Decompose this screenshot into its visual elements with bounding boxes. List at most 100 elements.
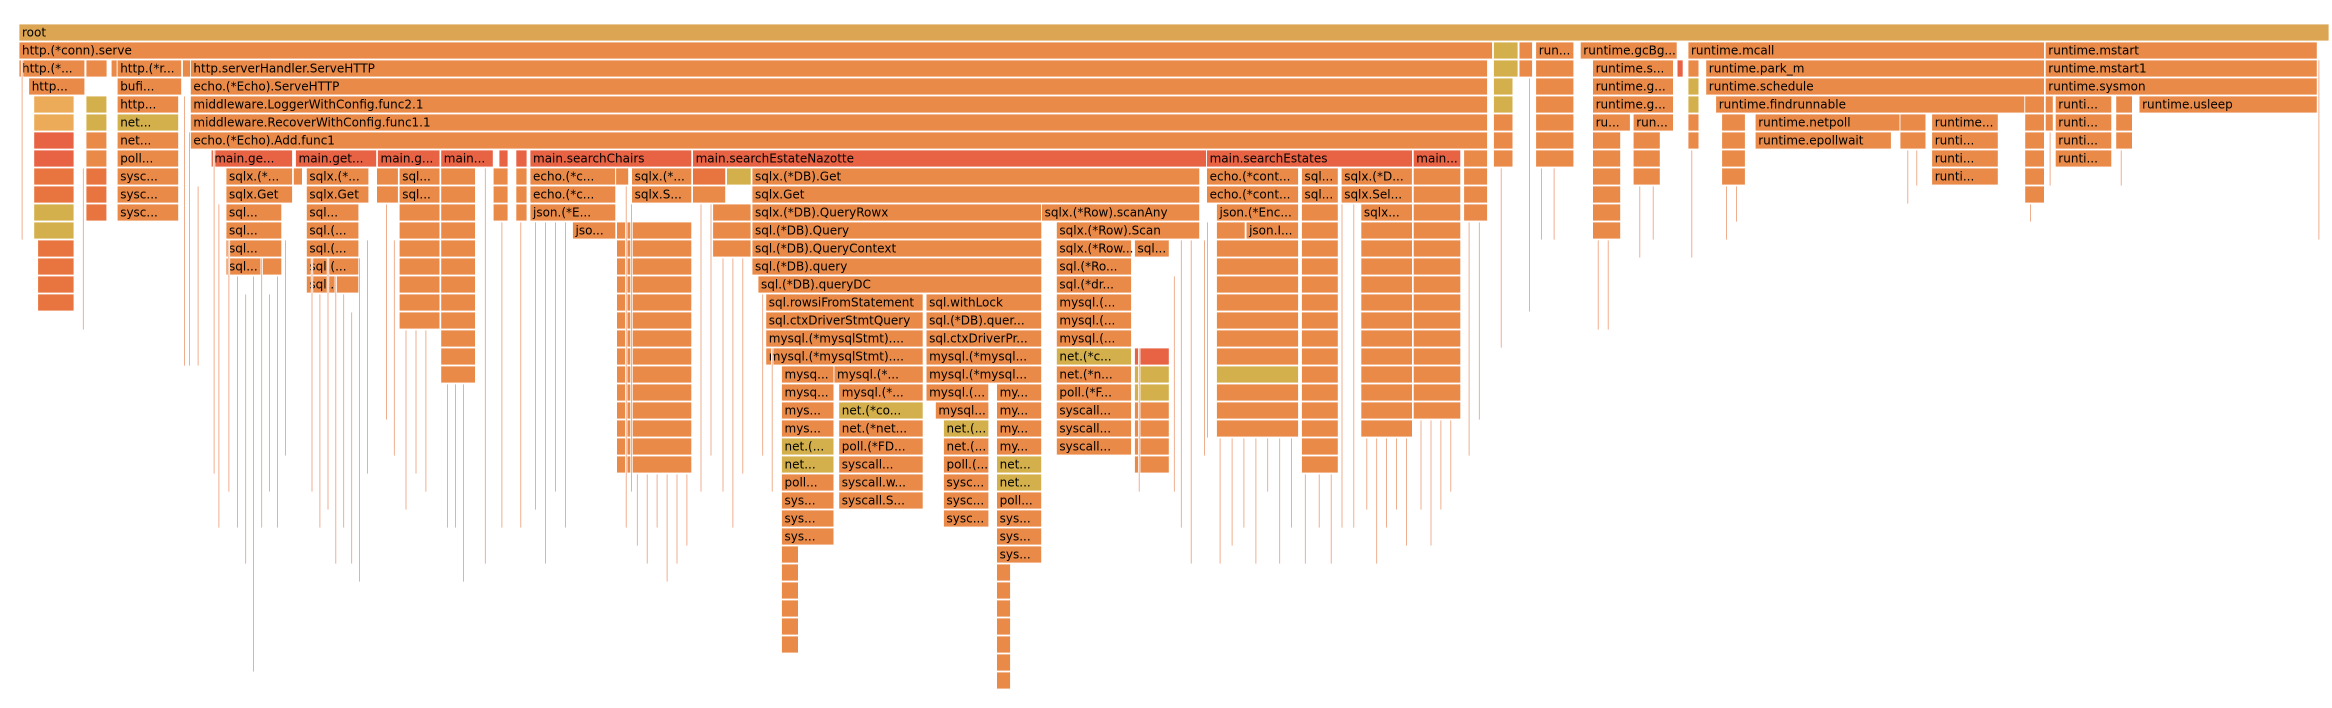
frame-unlabeled[interactable] [440, 167, 476, 186]
frame-rect[interactable] [1412, 257, 1462, 276]
frame-rect[interactable] [1360, 275, 1413, 294]
frame-sqlx-get[interactable]: sqlx.Get [751, 185, 1201, 204]
frame-rect[interactable] [781, 473, 835, 492]
frame-rect[interactable] [2024, 131, 2045, 150]
frame-json-i[interactable]: json.I... [1245, 221, 1299, 240]
frame-rect[interactable] [1412, 311, 1462, 330]
frame-rect[interactable] [943, 437, 990, 456]
frame-rect[interactable] [2115, 113, 2133, 132]
frame-rect[interactable] [440, 329, 476, 348]
frame-rect[interactable] [935, 401, 990, 420]
frame-runti[interactable]: runti... [1931, 149, 1999, 168]
frame-mysql[interactable]: mysql.(... [1056, 311, 1132, 330]
frame-unlabeled[interactable] [1301, 365, 1339, 384]
frame-rect[interactable] [1360, 311, 1413, 330]
frame-rect[interactable] [996, 419, 1042, 438]
frame-rect[interactable] [1715, 95, 2026, 114]
thin-stack[interactable] [385, 203, 388, 421]
frame-rect[interactable] [1676, 59, 1684, 78]
frame-rect[interactable] [1754, 131, 1892, 150]
frame-rect[interactable] [1360, 329, 1413, 348]
frame-rect[interactable] [838, 419, 924, 438]
frame-rect[interactable] [1535, 95, 1575, 114]
frame-rect[interactable] [1301, 347, 1339, 366]
frame-rect[interactable] [85, 95, 108, 114]
frame-unlabeled[interactable] [440, 203, 476, 222]
frame-unlabeled[interactable] [616, 221, 693, 240]
frame-ru[interactable]: ru... [1592, 113, 1631, 132]
frame-syscall[interactable]: syscall... [838, 455, 924, 474]
frame-rect[interactable] [751, 239, 1043, 258]
frame-rect[interactable] [33, 149, 75, 168]
frame-rect[interactable] [1206, 185, 1299, 204]
frame-rect[interactable] [515, 203, 528, 222]
frame-rect[interactable] [996, 383, 1042, 402]
frame-rect[interactable] [515, 185, 528, 204]
frame-rect[interactable] [189, 95, 1488, 114]
thin-stack[interactable] [227, 239, 231, 493]
frame-rect[interactable] [85, 185, 108, 204]
frame-unlabeled[interactable] [1216, 221, 1246, 240]
frame-sql-db-query[interactable]: sql.(*DB).query [751, 257, 1043, 276]
frame-unlabeled[interactable] [1216, 257, 1299, 276]
frame-rect[interactable] [2024, 185, 2045, 204]
frame-sysc[interactable]: sysc... [116, 167, 179, 186]
frame-rect[interactable] [1899, 113, 1927, 132]
frame-unlabeled[interactable] [1493, 41, 1519, 60]
thin-stack[interactable] [454, 383, 457, 529]
thin-stack[interactable] [446, 383, 449, 529]
frame-sys[interactable]: sys... [996, 527, 1042, 546]
frame-main[interactable]: main... [440, 149, 494, 168]
frame-main-searchestatenazotte[interactable]: main.searchEstateNazotte [692, 149, 1207, 168]
frame-rect[interactable] [1216, 383, 1299, 402]
frame-rect[interactable] [692, 185, 726, 204]
frame-unlabeled[interactable] [515, 203, 528, 222]
thin-stack[interactable] [554, 221, 557, 493]
frame-rect[interactable] [1687, 41, 2045, 60]
frame-rect[interactable] [616, 419, 693, 438]
frame-sql[interactable]: sql... [305, 275, 360, 294]
thin-stack[interactable] [1540, 167, 1543, 241]
frame-rect[interactable] [1493, 95, 1514, 114]
thin-stack[interactable] [655, 473, 659, 529]
frame-rect[interactable] [1412, 383, 1462, 402]
frame-unlabeled[interactable] [1592, 185, 1621, 204]
thin-stack[interactable] [268, 293, 271, 493]
frame-rect[interactable] [781, 437, 835, 456]
frame-unlabeled[interactable] [1216, 239, 1299, 258]
frame-rect[interactable] [1134, 365, 1170, 384]
frame-unlabeled[interactable] [1301, 239, 1339, 258]
frame-rect[interactable] [1592, 167, 1621, 186]
thin-stack[interactable] [625, 185, 628, 529]
frame-rect[interactable] [1360, 257, 1413, 276]
frame-poll[interactable]: poll... [116, 149, 179, 168]
frame-unlabeled[interactable] [1721, 113, 1746, 132]
frame-unlabeled[interactable] [1493, 131, 1514, 150]
frame-rect[interactable] [37, 257, 75, 276]
frame-unlabeled[interactable] [1134, 401, 1170, 420]
frame-middleware-loggerwithconfig-func2-1[interactable]: middleware.LoggerWithConfig.func2.1 [189, 95, 1488, 114]
frame-rect[interactable] [1301, 401, 1339, 420]
frame-runti[interactable]: runti... [2054, 95, 2113, 114]
frame-rect[interactable] [1216, 239, 1299, 258]
frame-rect[interactable] [85, 59, 108, 78]
frame-rect[interactable] [1721, 167, 1746, 186]
frame-unlabeled[interactable] [1216, 401, 1299, 420]
thin-stack[interactable] [1906, 149, 1910, 205]
frame-unlabeled[interactable] [1535, 131, 1575, 150]
frame-rect[interactable] [1134, 383, 1170, 402]
frame-unlabeled[interactable] [1687, 59, 1700, 78]
frame-unlabeled[interactable] [1360, 257, 1413, 276]
frame-rect[interactable] [376, 185, 399, 204]
frame-rect[interactable] [515, 167, 528, 186]
frame-rect[interactable] [781, 401, 835, 420]
thin-stack[interactable] [236, 275, 239, 529]
frame-unlabeled[interactable] [33, 185, 75, 204]
frame-unlabeled[interactable] [1301, 221, 1339, 240]
thin-stack[interactable] [1330, 473, 1333, 565]
thin-stack[interactable] [334, 275, 338, 565]
frame-unlabeled[interactable] [1301, 383, 1339, 402]
frame-rect[interactable] [33, 167, 75, 186]
frame-rect[interactable] [515, 149, 528, 168]
frame-rect[interactable] [996, 473, 1042, 492]
